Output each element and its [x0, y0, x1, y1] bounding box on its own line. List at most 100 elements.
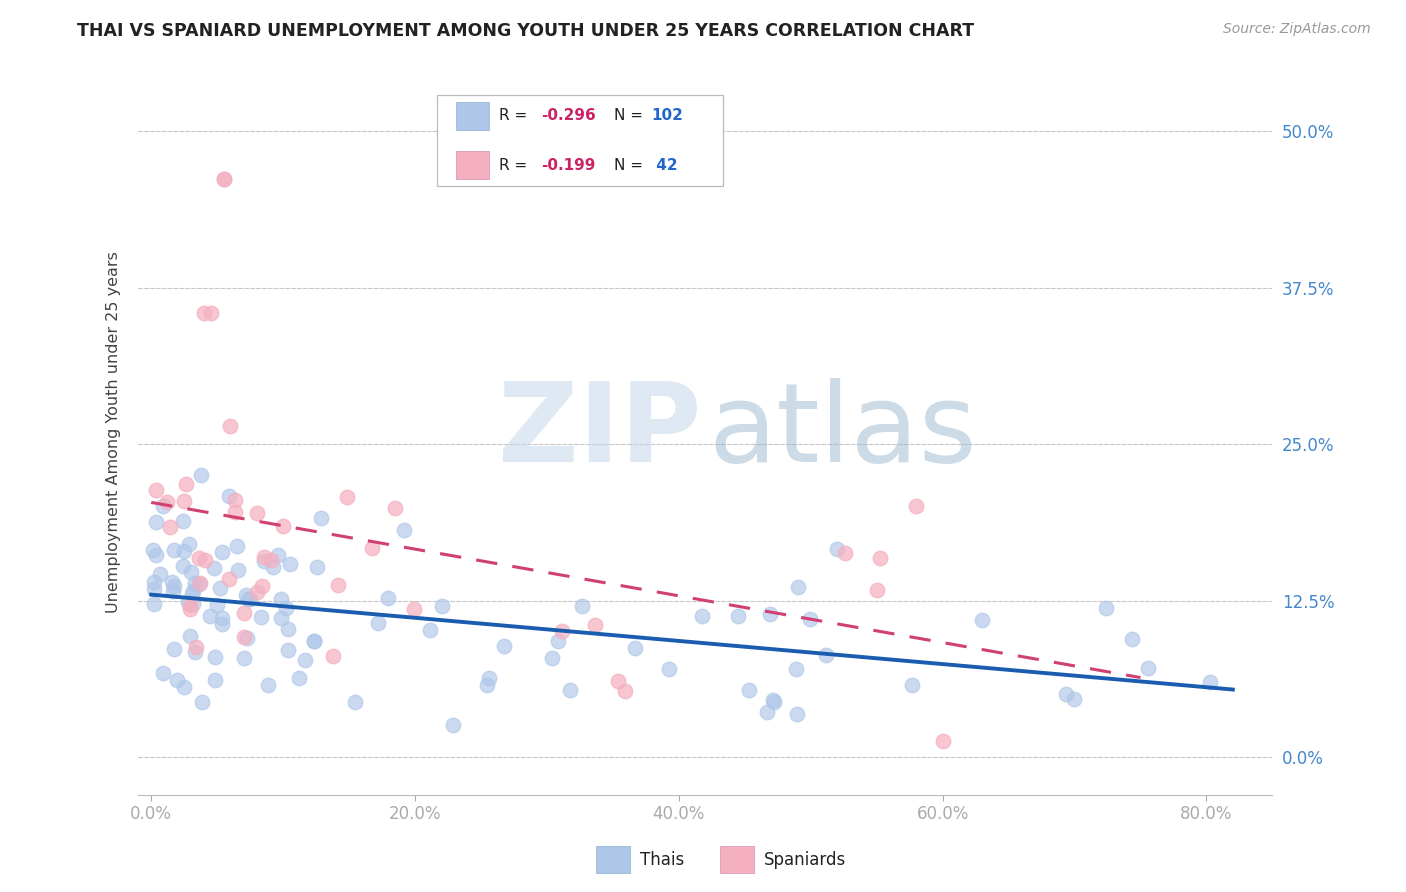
Text: 42: 42 — [651, 158, 678, 172]
Point — [825, 541, 848, 556]
Point — [211, 616, 233, 631]
Point — [163, 543, 186, 558]
Point — [193, 306, 215, 320]
Point — [392, 523, 415, 537]
Point — [814, 648, 837, 662]
Point — [257, 678, 280, 692]
Text: N =: N = — [614, 109, 648, 123]
Point — [307, 560, 329, 574]
Point — [614, 684, 637, 698]
Point — [200, 306, 222, 320]
Point — [253, 550, 276, 565]
Point — [156, 495, 179, 509]
Point — [309, 511, 332, 525]
Point — [236, 592, 259, 607]
Point — [901, 678, 924, 692]
Point — [177, 537, 200, 551]
Point — [384, 501, 406, 516]
Point — [785, 662, 807, 676]
Point — [834, 546, 856, 560]
Point — [212, 171, 235, 186]
Point — [142, 582, 165, 596]
Point — [361, 541, 384, 555]
Point — [558, 682, 581, 697]
Point — [162, 583, 184, 598]
Point — [905, 499, 928, 513]
Point — [226, 539, 249, 553]
Point — [148, 567, 170, 582]
Point — [478, 671, 501, 685]
Point — [224, 505, 246, 519]
Point — [326, 577, 349, 591]
Point — [152, 666, 174, 681]
Point — [224, 492, 246, 507]
Point — [972, 613, 994, 627]
Point — [270, 592, 292, 607]
Point — [738, 683, 761, 698]
Point — [191, 695, 214, 709]
Point — [179, 601, 201, 615]
Y-axis label: Unemployment Among Youth under 25 years: Unemployment Among Youth under 25 years — [107, 251, 121, 613]
Point — [607, 673, 630, 688]
Point — [441, 718, 464, 732]
Point — [419, 623, 441, 637]
Point — [253, 554, 276, 568]
Point — [142, 575, 165, 590]
Point — [322, 648, 344, 663]
Point — [173, 493, 195, 508]
Text: -0.296: -0.296 — [541, 109, 596, 123]
Point — [145, 483, 167, 497]
Point — [277, 643, 299, 657]
Point — [583, 618, 606, 632]
Point — [274, 600, 297, 615]
Point — [377, 591, 399, 606]
Point — [204, 649, 226, 664]
Point — [402, 602, 425, 616]
Point — [232, 651, 254, 665]
Point — [163, 641, 186, 656]
Point — [219, 418, 242, 433]
Point — [727, 608, 749, 623]
Point — [211, 611, 233, 625]
Point — [259, 553, 281, 567]
Point — [202, 561, 225, 575]
Point — [163, 579, 186, 593]
Point — [756, 706, 779, 720]
Point — [179, 598, 201, 612]
Point — [233, 631, 256, 645]
Point — [188, 575, 211, 590]
Point — [226, 563, 249, 577]
Text: N =: N = — [614, 158, 648, 172]
Point — [658, 662, 681, 676]
Point — [762, 693, 785, 707]
Point — [288, 671, 311, 685]
Point — [145, 516, 167, 530]
Point — [233, 607, 256, 621]
Point — [190, 467, 212, 482]
Point — [1054, 687, 1077, 701]
Point — [492, 639, 515, 653]
Point — [159, 520, 181, 534]
Point — [184, 575, 207, 590]
Point — [211, 545, 233, 559]
Point — [205, 598, 228, 612]
Point — [763, 695, 786, 709]
Point — [181, 597, 204, 611]
Point — [194, 553, 217, 567]
Text: R =: R = — [499, 158, 533, 172]
Point — [188, 577, 211, 591]
Point — [200, 608, 222, 623]
Point — [208, 581, 231, 595]
Text: THAI VS SPANIARD UNEMPLOYMENT AMONG YOUTH UNDER 25 YEARS CORRELATION CHART: THAI VS SPANIARD UNEMPLOYMENT AMONG YOUT… — [77, 22, 974, 40]
Point — [176, 477, 198, 491]
Point — [623, 640, 645, 655]
Text: 102: 102 — [651, 109, 683, 123]
Point — [787, 580, 810, 594]
Point — [180, 565, 202, 579]
Point — [246, 506, 269, 520]
Point — [1137, 661, 1160, 675]
Point — [212, 171, 235, 186]
Point — [1198, 675, 1220, 690]
Point — [204, 673, 226, 687]
Point — [172, 514, 194, 528]
